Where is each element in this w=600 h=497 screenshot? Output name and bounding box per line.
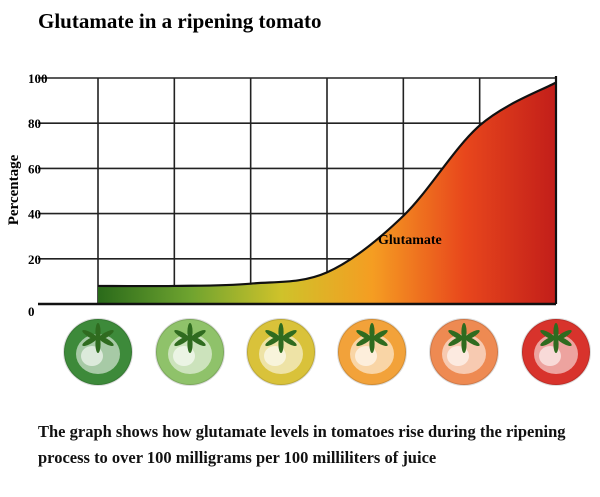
y-tick-label: 0	[28, 304, 35, 319]
glutamate-line	[97, 81, 557, 288]
series-label-glutamate: Glutamate	[378, 233, 442, 248]
tomato-row	[63, 318, 591, 386]
glutamate-area	[98, 82, 556, 305]
y-tick-label: 100	[28, 71, 48, 86]
y-tick-label: 20	[28, 252, 41, 267]
axes	[38, 76, 558, 306]
y-axis-label: Percentage	[6, 154, 22, 225]
y-tick-label: 80	[28, 116, 41, 131]
tomato-icon	[521, 318, 591, 386]
tomato-icon	[337, 318, 407, 386]
chart-caption: The graph shows how glutamate levels in …	[38, 422, 566, 467]
tomato-icon	[155, 318, 225, 386]
y-tick-labels: 0 20 40 60 80 100	[28, 71, 48, 319]
chart: Glutamate in a ripening tomato 0 20 40 60 80…	[6, 9, 591, 386]
chart-title: Glutamate in a ripening tomato	[38, 9, 322, 33]
tomato-icon	[63, 318, 133, 386]
tomato-icon	[429, 318, 499, 386]
y-tick-label: 60	[28, 161, 41, 176]
tomato-icon	[246, 318, 316, 386]
y-tick-label: 40	[28, 207, 41, 222]
